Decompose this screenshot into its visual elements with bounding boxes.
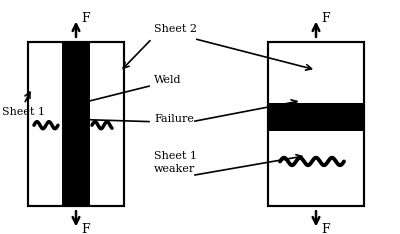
Text: F: F bbox=[81, 223, 90, 234]
Text: F: F bbox=[81, 12, 90, 25]
Bar bbox=[62, 42, 90, 206]
Bar bbox=[268, 103, 364, 131]
Text: Sheet 1: Sheet 1 bbox=[2, 107, 45, 117]
Text: Failure: Failure bbox=[154, 114, 194, 124]
Text: F: F bbox=[321, 223, 330, 234]
Bar bbox=[28, 42, 124, 206]
Text: Sheet 1
weaker: Sheet 1 weaker bbox=[154, 151, 197, 174]
Bar bbox=[268, 42, 364, 206]
Bar bbox=[268, 42, 364, 206]
Bar bbox=[28, 42, 124, 206]
Text: Sheet 2: Sheet 2 bbox=[154, 24, 197, 34]
Text: F: F bbox=[321, 12, 330, 25]
Text: Weld: Weld bbox=[154, 75, 182, 84]
